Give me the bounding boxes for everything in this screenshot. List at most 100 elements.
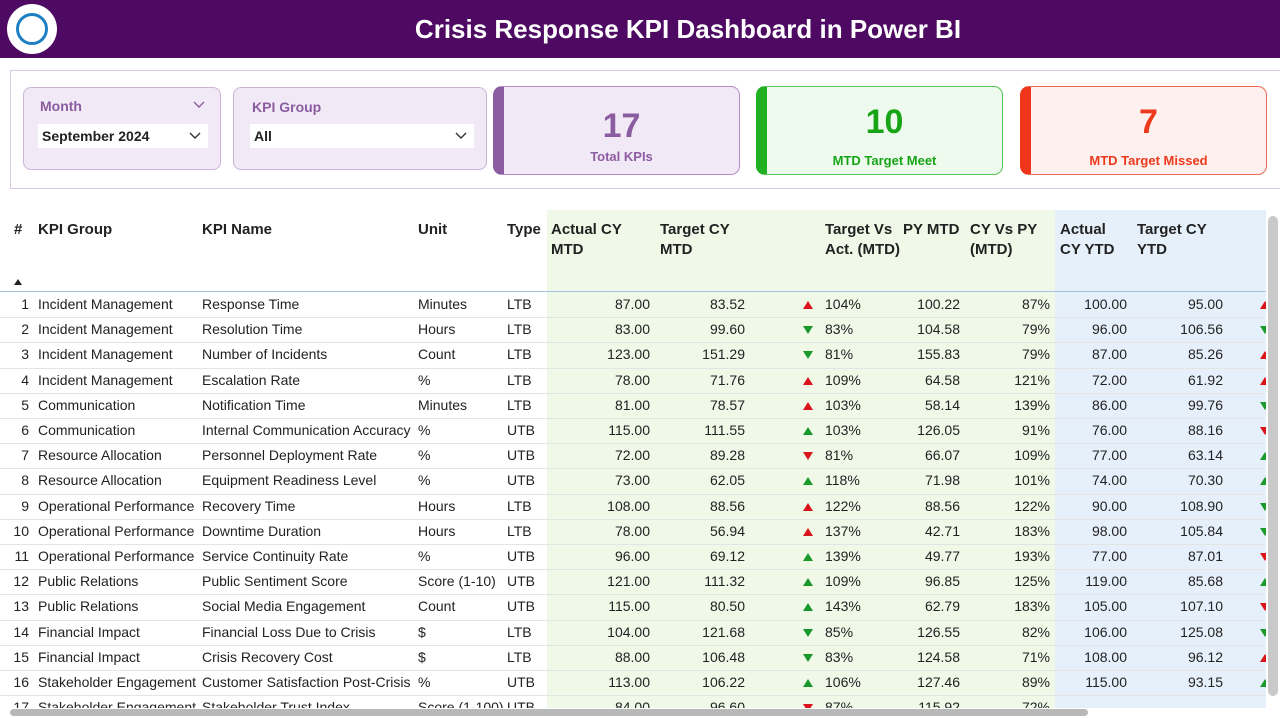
- table-cell: 111.55: [704, 422, 745, 438]
- slicer-dropdown[interactable]: September 2024: [38, 124, 208, 148]
- table-cell: 72.00: [1091, 371, 1127, 388]
- table-cell: Incident Management: [38, 321, 173, 338]
- table-cell: Hours: [418, 321, 456, 338]
- slicer-dropdown[interactable]: All: [250, 124, 474, 148]
- status-icon: [1260, 527, 1266, 536]
- table-cell: 83%: [825, 321, 854, 338]
- month-slicer[interactable]: Month September 2024: [23, 87, 221, 170]
- card-label: Total KPIs: [590, 149, 653, 164]
- row-divider: [0, 392, 1266, 394]
- table-cell: LTB: [507, 296, 532, 312]
- table-cell: 109%: [825, 371, 861, 388]
- status-icon: [1260, 452, 1266, 461]
- table-cell: 7: [21, 447, 29, 464]
- vertical-scrollbar[interactable]: [1268, 216, 1278, 696]
- table-cell: UTB: [507, 573, 535, 590]
- kpi-group-slicer[interactable]: KPI Group All: [233, 87, 487, 170]
- horizontal-scrollbar[interactable]: [10, 709, 1088, 716]
- status-icon: [1260, 502, 1266, 511]
- kpi-card: 7 MTD Target Missed: [1020, 86, 1267, 175]
- table-cell: 96.85: [924, 573, 960, 590]
- table-cell: 105.84: [1180, 522, 1223, 539]
- table-cell: 71.76: [709, 371, 745, 388]
- table-cell: Public Relations: [38, 573, 139, 590]
- table-cell: 16: [13, 674, 29, 690]
- table-cell: 125%: [1014, 573, 1050, 590]
- row-divider: [0, 594, 1266, 596]
- status-icon: [803, 427, 813, 435]
- table-cell: LTB: [507, 522, 532, 539]
- table-cell: 80.50: [709, 598, 745, 615]
- kpi-card: 10 MTD Target Meet: [756, 86, 1003, 175]
- table-cell: 56.94: [709, 522, 745, 539]
- table-cell: 109%: [825, 573, 861, 590]
- status-icon: [803, 578, 813, 587]
- card-value: 7: [1139, 103, 1158, 141]
- header-bar: [0, 0, 1280, 58]
- table-cell: 104.58: [917, 321, 960, 338]
- mtd-band: [547, 210, 1055, 708]
- table-cell: UTB: [507, 422, 535, 438]
- table-cell: 100.22: [917, 296, 960, 312]
- slicer-value: September 2024: [42, 128, 150, 144]
- table-cell: 71%: [1021, 648, 1050, 665]
- table-cell: 72.00: [614, 447, 650, 464]
- table-cell: 109%: [1014, 447, 1050, 464]
- table-cell: 4: [21, 371, 29, 388]
- table-cell: Resolution Time: [202, 321, 303, 338]
- table-cell: 98.00: [1091, 522, 1127, 539]
- status-icon: [1260, 301, 1266, 309]
- table-cell: 79%: [1021, 346, 1050, 363]
- table-cell: LTB: [507, 371, 532, 388]
- table-cell: Hours: [418, 497, 456, 514]
- table-cell: Customer Satisfaction Post-Crisis: [202, 674, 411, 690]
- table-cell: 113.00: [608, 674, 650, 690]
- table-cell: 105.00: [1084, 598, 1127, 615]
- table-cell: 69.12: [709, 548, 745, 564]
- column-header: #: [14, 221, 23, 238]
- row-divider: [0, 569, 1266, 571]
- table-cell: Recovery Time: [202, 497, 296, 514]
- collapse-icon[interactable]: [192, 100, 206, 110]
- table-cell: 103%: [825, 396, 861, 413]
- status-icon: [1260, 653, 1266, 662]
- table-cell: 87.00: [614, 296, 650, 312]
- table-cell: 101%: [1014, 472, 1050, 489]
- table-cell: Equipment Readiness Level: [202, 472, 377, 489]
- table-cell: 74.00: [1091, 472, 1127, 489]
- table-cell: 96.12: [1187, 648, 1223, 665]
- table-cell: UTB: [507, 674, 535, 690]
- table-cell: 3: [21, 346, 29, 363]
- table-cell: $: [418, 648, 426, 665]
- table-cell: UTB: [507, 598, 535, 615]
- status-icon: [1260, 603, 1266, 612]
- table-cell: Stakeholder Engagement: [38, 699, 196, 708]
- table-cell: 85.68: [1187, 573, 1223, 590]
- row-divider: [0, 544, 1266, 545]
- table-cell: Operational Performance: [38, 497, 195, 514]
- status-icon: [803, 351, 813, 360]
- row-divider: [0, 695, 1266, 697]
- table-cell: 88.00: [614, 648, 650, 665]
- table-cell: 8: [21, 472, 29, 489]
- table-cell: UTB: [507, 699, 535, 708]
- table-cell: 100.00: [1084, 296, 1127, 312]
- table-cell: 123.00: [607, 346, 650, 363]
- table-cell: Escalation Rate: [202, 371, 301, 388]
- table-cell: 106.56: [1180, 321, 1223, 338]
- table-cell: 62.79: [924, 598, 960, 615]
- status-icon: [1260, 553, 1266, 561]
- column-header: CY Vs PY (MTD): [970, 221, 1037, 258]
- table-cell: 87%: [1021, 296, 1050, 312]
- row-divider: [0, 367, 1266, 369]
- sort-icon[interactable]: [13, 278, 23, 286]
- table-cell: 183%: [1014, 598, 1050, 615]
- logo-ring: [16, 13, 48, 45]
- column-header: Type: [507, 221, 541, 238]
- table-cell: 96.00: [614, 548, 650, 564]
- table-cell: Financial Impact: [38, 648, 140, 665]
- dropdown-icon: [455, 132, 467, 139]
- table-cell: 64.58: [924, 371, 960, 388]
- table-cell: 106%: [825, 674, 861, 690]
